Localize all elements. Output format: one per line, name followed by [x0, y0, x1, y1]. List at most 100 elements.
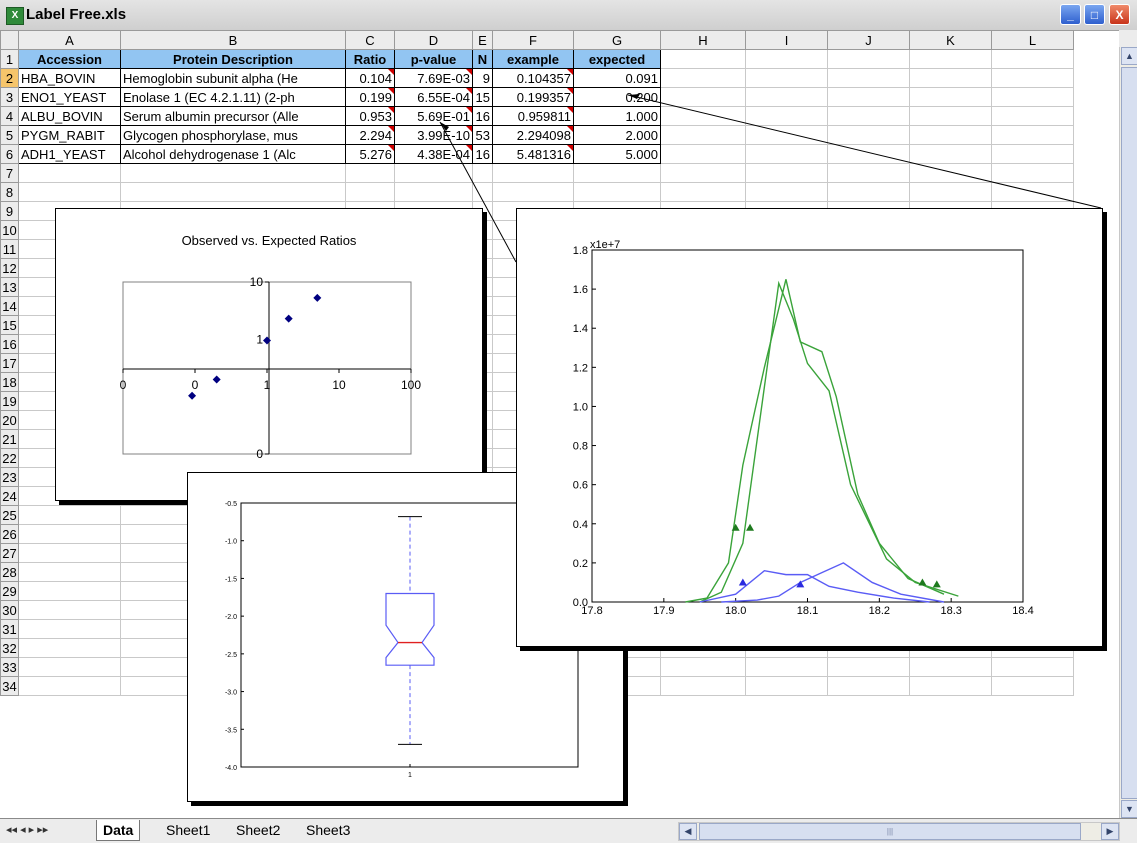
empty-cell[interactable]: [991, 106, 1074, 126]
row-header[interactable]: 3: [0, 87, 19, 107]
column-header[interactable]: C: [345, 30, 395, 50]
row-header[interactable]: 21: [0, 429, 19, 449]
table-cell[interactable]: 2.294098: [492, 125, 574, 145]
empty-cell[interactable]: [827, 144, 910, 164]
table-cell[interactable]: 2.294: [345, 125, 395, 145]
empty-cell[interactable]: [827, 163, 910, 183]
table-cell[interactable]: 15: [472, 87, 493, 107]
observed-vs-expected-chart[interactable]: Observed vs. Expected Ratios 0 0 1 10 100 10 1…: [55, 208, 483, 501]
empty-cell[interactable]: [18, 562, 121, 582]
column-header[interactable]: D: [394, 30, 473, 50]
empty-cell[interactable]: [745, 49, 828, 69]
scroll-down-icon[interactable]: ▼: [1121, 800, 1137, 818]
empty-cell[interactable]: [18, 619, 121, 639]
table-header-cell[interactable]: expected: [573, 49, 661, 69]
row-header[interactable]: 22: [0, 448, 19, 468]
empty-cell[interactable]: [827, 182, 910, 202]
table-cell[interactable]: 0.959811: [492, 106, 574, 126]
table-cell[interactable]: HBA_BOVIN: [18, 68, 121, 88]
row-header[interactable]: 24: [0, 486, 19, 506]
empty-cell[interactable]: [909, 657, 992, 677]
empty-cell[interactable]: [18, 600, 121, 620]
row-header[interactable]: 25: [0, 505, 19, 525]
table-cell[interactable]: ADH1_YEAST: [18, 144, 121, 164]
table-cell[interactable]: 5.000: [573, 144, 661, 164]
table-cell[interactable]: 3.99E-10: [394, 125, 473, 145]
table-cell[interactable]: ALBU_BOVIN: [18, 106, 121, 126]
empty-cell[interactable]: [909, 163, 992, 183]
empty-cell[interactable]: [909, 144, 992, 164]
empty-cell[interactable]: [492, 182, 574, 202]
row-header[interactable]: 5: [0, 125, 19, 145]
empty-cell[interactable]: [745, 87, 828, 107]
empty-cell[interactable]: [573, 182, 661, 202]
empty-cell[interactable]: [18, 163, 121, 183]
empty-cell[interactable]: [745, 182, 828, 202]
minimize-button[interactable]: _: [1060, 4, 1081, 25]
empty-cell[interactable]: [394, 182, 473, 202]
scroll-up-icon[interactable]: ▲: [1121, 47, 1137, 65]
row-header[interactable]: 28: [0, 562, 19, 582]
row-header[interactable]: 14: [0, 296, 19, 316]
row-header[interactable]: 17: [0, 353, 19, 373]
empty-cell[interactable]: [991, 657, 1074, 677]
empty-cell[interactable]: [827, 676, 910, 696]
table-cell[interactable]: 0.200: [573, 87, 661, 107]
empty-cell[interactable]: [827, 106, 910, 126]
select-all-corner[interactable]: [0, 30, 19, 50]
title-bar[interactable]: X Label Free.xls _ □ X: [0, 0, 1137, 31]
empty-cell[interactable]: [660, 125, 746, 145]
empty-cell[interactable]: [745, 106, 828, 126]
empty-cell[interactable]: [991, 676, 1074, 696]
empty-cell[interactable]: [660, 676, 746, 696]
table-cell[interactable]: Hemoglobin subunit alpha (He: [120, 68, 346, 88]
empty-cell[interactable]: [827, 68, 910, 88]
empty-cell[interactable]: [745, 144, 828, 164]
row-header[interactable]: 10: [0, 220, 19, 240]
empty-cell[interactable]: [827, 87, 910, 107]
table-cell[interactable]: 6.55E-04: [394, 87, 473, 107]
row-header[interactable]: 31: [0, 619, 19, 639]
empty-cell[interactable]: [909, 49, 992, 69]
maximize-button[interactable]: □: [1084, 4, 1105, 25]
tab-data[interactable]: Data: [96, 820, 141, 841]
empty-cell[interactable]: [18, 638, 121, 658]
row-header[interactable]: 19: [0, 391, 19, 411]
row-header[interactable]: 8: [0, 182, 19, 202]
empty-cell[interactable]: [991, 87, 1074, 107]
empty-cell[interactable]: [991, 163, 1074, 183]
tab-sheet3[interactable]: Sheet3: [306, 822, 351, 838]
row-header[interactable]: 12: [0, 258, 19, 278]
column-header[interactable]: L: [991, 30, 1074, 50]
empty-cell[interactable]: [909, 106, 992, 126]
table-header-cell[interactable]: Protein Description: [120, 49, 346, 69]
table-cell[interactable]: 0.199357: [492, 87, 574, 107]
empty-cell[interactable]: [745, 125, 828, 145]
empty-cell[interactable]: [991, 125, 1074, 145]
empty-cell[interactable]: [991, 182, 1074, 202]
table-cell[interactable]: 0.104357: [492, 68, 574, 88]
empty-cell[interactable]: [345, 182, 395, 202]
empty-cell[interactable]: [909, 182, 992, 202]
empty-cell[interactable]: [827, 657, 910, 677]
row-header[interactable]: 11: [0, 239, 19, 259]
table-cell[interactable]: 0.091: [573, 68, 661, 88]
table-cell[interactable]: 4.38E-04: [394, 144, 473, 164]
table-cell[interactable]: 0.953: [345, 106, 395, 126]
table-cell[interactable]: 16: [472, 144, 493, 164]
row-header[interactable]: 23: [0, 467, 19, 487]
table-cell[interactable]: 5.481316: [492, 144, 574, 164]
empty-cell[interactable]: [660, 106, 746, 126]
row-header[interactable]: 9: [0, 201, 19, 221]
scroll-left-icon[interactable]: ◀: [679, 823, 697, 840]
table-header-cell[interactable]: N: [472, 49, 493, 69]
horizontal-scrollbar[interactable]: ◀ ||| ▶: [678, 822, 1120, 841]
table-cell[interactable]: ENO1_YEAST: [18, 87, 121, 107]
table-cell[interactable]: Glycogen phosphorylase, mus: [120, 125, 346, 145]
row-header[interactable]: 29: [0, 581, 19, 601]
empty-cell[interactable]: [909, 125, 992, 145]
table-cell[interactable]: 9: [472, 68, 493, 88]
row-header[interactable]: 34: [0, 676, 19, 696]
table-cell[interactable]: Alcohol dehydrogenase 1 (Alc: [120, 144, 346, 164]
empty-cell[interactable]: [472, 182, 493, 202]
